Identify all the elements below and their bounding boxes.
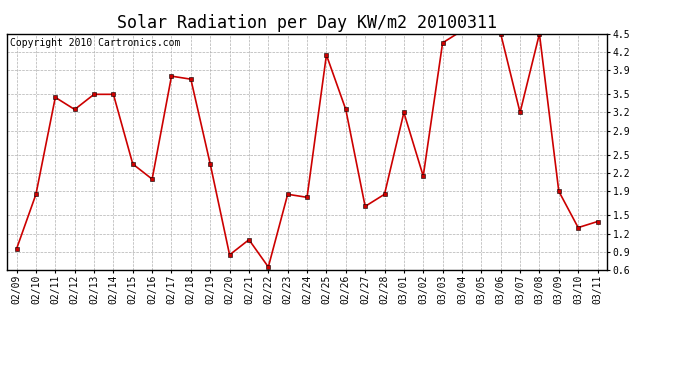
Title: Solar Radiation per Day KW/m2 20100311: Solar Radiation per Day KW/m2 20100311 <box>117 14 497 32</box>
Text: Copyright 2010 Cartronics.com: Copyright 2010 Cartronics.com <box>10 39 180 48</box>
